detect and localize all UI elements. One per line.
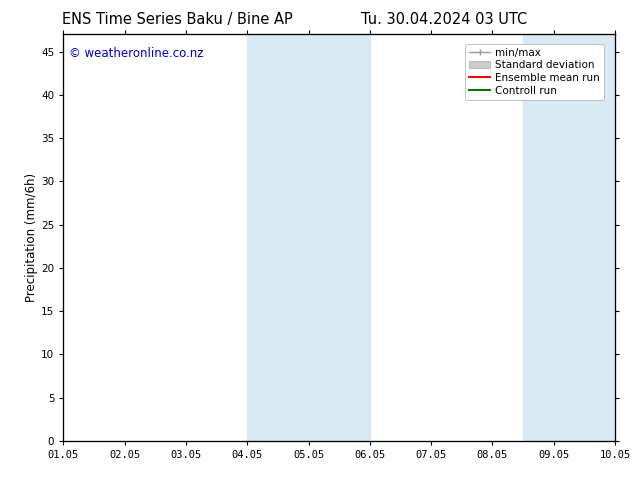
Text: ENS Time Series Baku / Bine AP: ENS Time Series Baku / Bine AP [62, 12, 293, 27]
Legend: min/max, Standard deviation, Ensemble mean run, Controll run: min/max, Standard deviation, Ensemble me… [465, 44, 604, 100]
Bar [278, 34, 370, 441]
Bar [247, 34, 278, 441]
Text: © weatheronline.co.nz: © weatheronline.co.nz [69, 47, 204, 59]
Bar [523, 34, 553, 441]
Text: Tu. 30.04.2024 03 UTC: Tu. 30.04.2024 03 UTC [361, 12, 527, 27]
Y-axis label: Precipitation (mm/6h): Precipitation (mm/6h) [25, 173, 38, 302]
Bar [553, 34, 615, 441]
